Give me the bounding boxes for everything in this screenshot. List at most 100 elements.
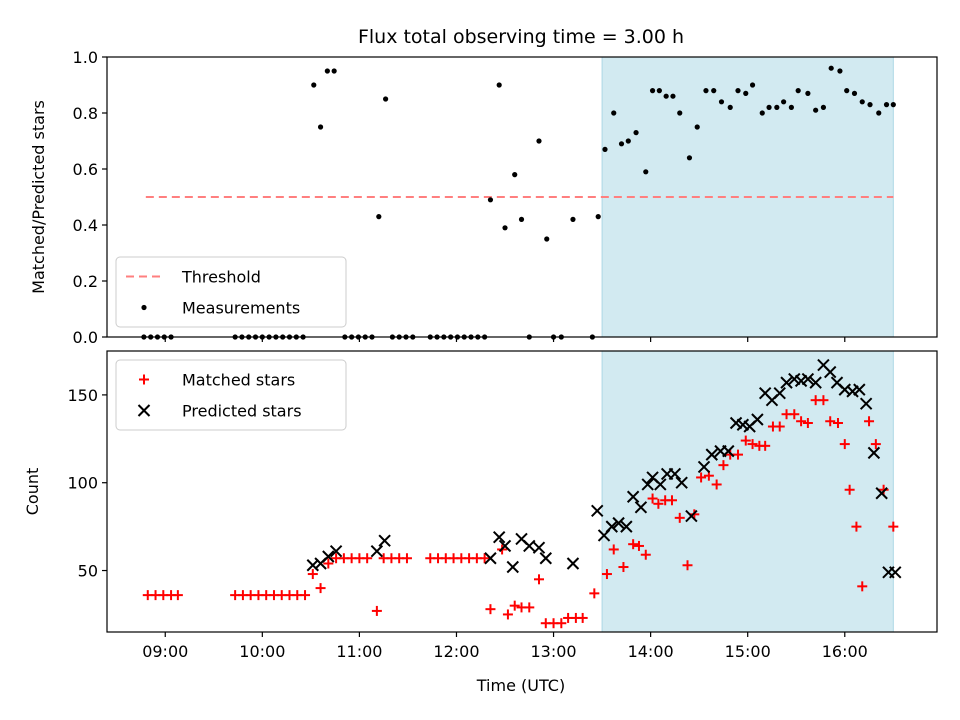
y-tick-label: 150 <box>67 386 98 405</box>
data-point-b <box>620 520 633 533</box>
data-point <box>878 484 889 495</box>
data-point-b <box>773 386 786 400</box>
data-point <box>818 395 829 406</box>
data-point-b <box>867 446 881 460</box>
y-tick-label: 0.4 <box>73 216 98 235</box>
data-point-b <box>875 487 888 500</box>
legend-label: Predicted stars <box>182 402 302 421</box>
data-point <box>315 583 326 594</box>
y-axis-label: Count <box>23 468 42 516</box>
data-point-b <box>498 539 512 553</box>
data-point <box>485 604 496 615</box>
data-point <box>378 534 391 547</box>
data-point <box>641 478 654 491</box>
data-point <box>883 102 890 108</box>
data-point <box>506 560 519 574</box>
data-point-b <box>306 559 320 572</box>
data-point-b <box>729 416 743 430</box>
data-point-b <box>506 560 519 574</box>
data-point <box>323 558 334 569</box>
data-point <box>329 545 343 558</box>
data-point <box>805 90 811 96</box>
data-point <box>524 602 535 613</box>
data-point <box>837 68 843 74</box>
x-tick-label: 15:00 <box>725 642 771 661</box>
data-point <box>743 90 749 96</box>
data-point-b <box>329 545 343 558</box>
x-tick-label: 16:00 <box>822 642 868 661</box>
legend-box <box>115 256 347 328</box>
data-point <box>844 484 855 495</box>
data-point <box>324 68 330 74</box>
data-point <box>781 99 787 105</box>
data-point <box>711 88 717 94</box>
data-point <box>796 416 807 427</box>
y-tick-label: 100 <box>67 474 98 493</box>
data-point-b <box>634 501 648 514</box>
data-point <box>711 479 722 490</box>
series-matched-stars <box>142 395 899 629</box>
data-point <box>618 562 629 573</box>
data-point <box>677 110 683 116</box>
data-point-b <box>859 397 873 410</box>
data-point <box>653 498 664 509</box>
data-point-b <box>322 550 335 563</box>
data-point <box>300 590 311 601</box>
data-point-b <box>515 532 528 546</box>
data-point <box>331 68 337 74</box>
data-point-b <box>484 552 497 565</box>
data-point-b <box>736 418 750 431</box>
data-point <box>697 460 711 474</box>
axes-frame <box>106 56 938 338</box>
data-point <box>649 88 656 94</box>
data-point-b <box>830 376 844 389</box>
data-point-b <box>685 509 698 523</box>
data-point <box>727 104 733 110</box>
data-point <box>533 574 544 585</box>
data-point <box>839 439 850 450</box>
data-point-b <box>809 376 822 389</box>
data-point <box>889 566 902 579</box>
data-point-b <box>801 372 815 386</box>
data-point <box>870 439 881 450</box>
y-tick-label: 1.0 <box>73 48 98 67</box>
y-tick-label: 0.6 <box>73 160 98 179</box>
data-point <box>523 539 536 553</box>
data-point <box>705 448 718 461</box>
data-point <box>795 88 801 94</box>
x-tick-label: 09:00 <box>142 642 188 661</box>
data-point <box>371 605 382 616</box>
data-point-b <box>523 539 536 553</box>
data-point <box>487 197 494 203</box>
data-point-b <box>853 383 866 396</box>
data-point <box>625 138 631 144</box>
data-point <box>801 372 815 386</box>
data-point-b <box>492 530 506 544</box>
data-point <box>496 82 502 88</box>
data-point-b <box>654 478 667 491</box>
data-point <box>773 386 786 400</box>
data-point-b <box>626 490 640 503</box>
data-point <box>479 553 490 564</box>
data-point <box>788 104 794 110</box>
data-point <box>859 397 873 410</box>
data-point-b <box>889 566 902 579</box>
data-point <box>656 88 662 94</box>
legend-label: Threshold <box>181 268 261 287</box>
data-point <box>824 365 837 379</box>
chart-title: Flux total observing time = 3.00 h <box>358 26 684 48</box>
data-point <box>888 521 899 532</box>
data-point <box>825 416 836 427</box>
x-tick-label: 13:00 <box>530 642 576 661</box>
data-point <box>566 557 580 570</box>
legend: Threshold Measurements <box>115 256 347 328</box>
y-tick-label: 0.0 <box>73 328 98 347</box>
data-point-b <box>788 372 801 386</box>
data-point-b <box>378 534 391 547</box>
data-point <box>544 236 550 242</box>
y-tick-label: 0.8 <box>73 104 98 123</box>
y-tick-label: 0.2 <box>73 272 98 291</box>
x-axis-label: Time (UTC) <box>476 676 565 695</box>
data-point <box>654 478 667 491</box>
data-point <box>601 569 612 580</box>
